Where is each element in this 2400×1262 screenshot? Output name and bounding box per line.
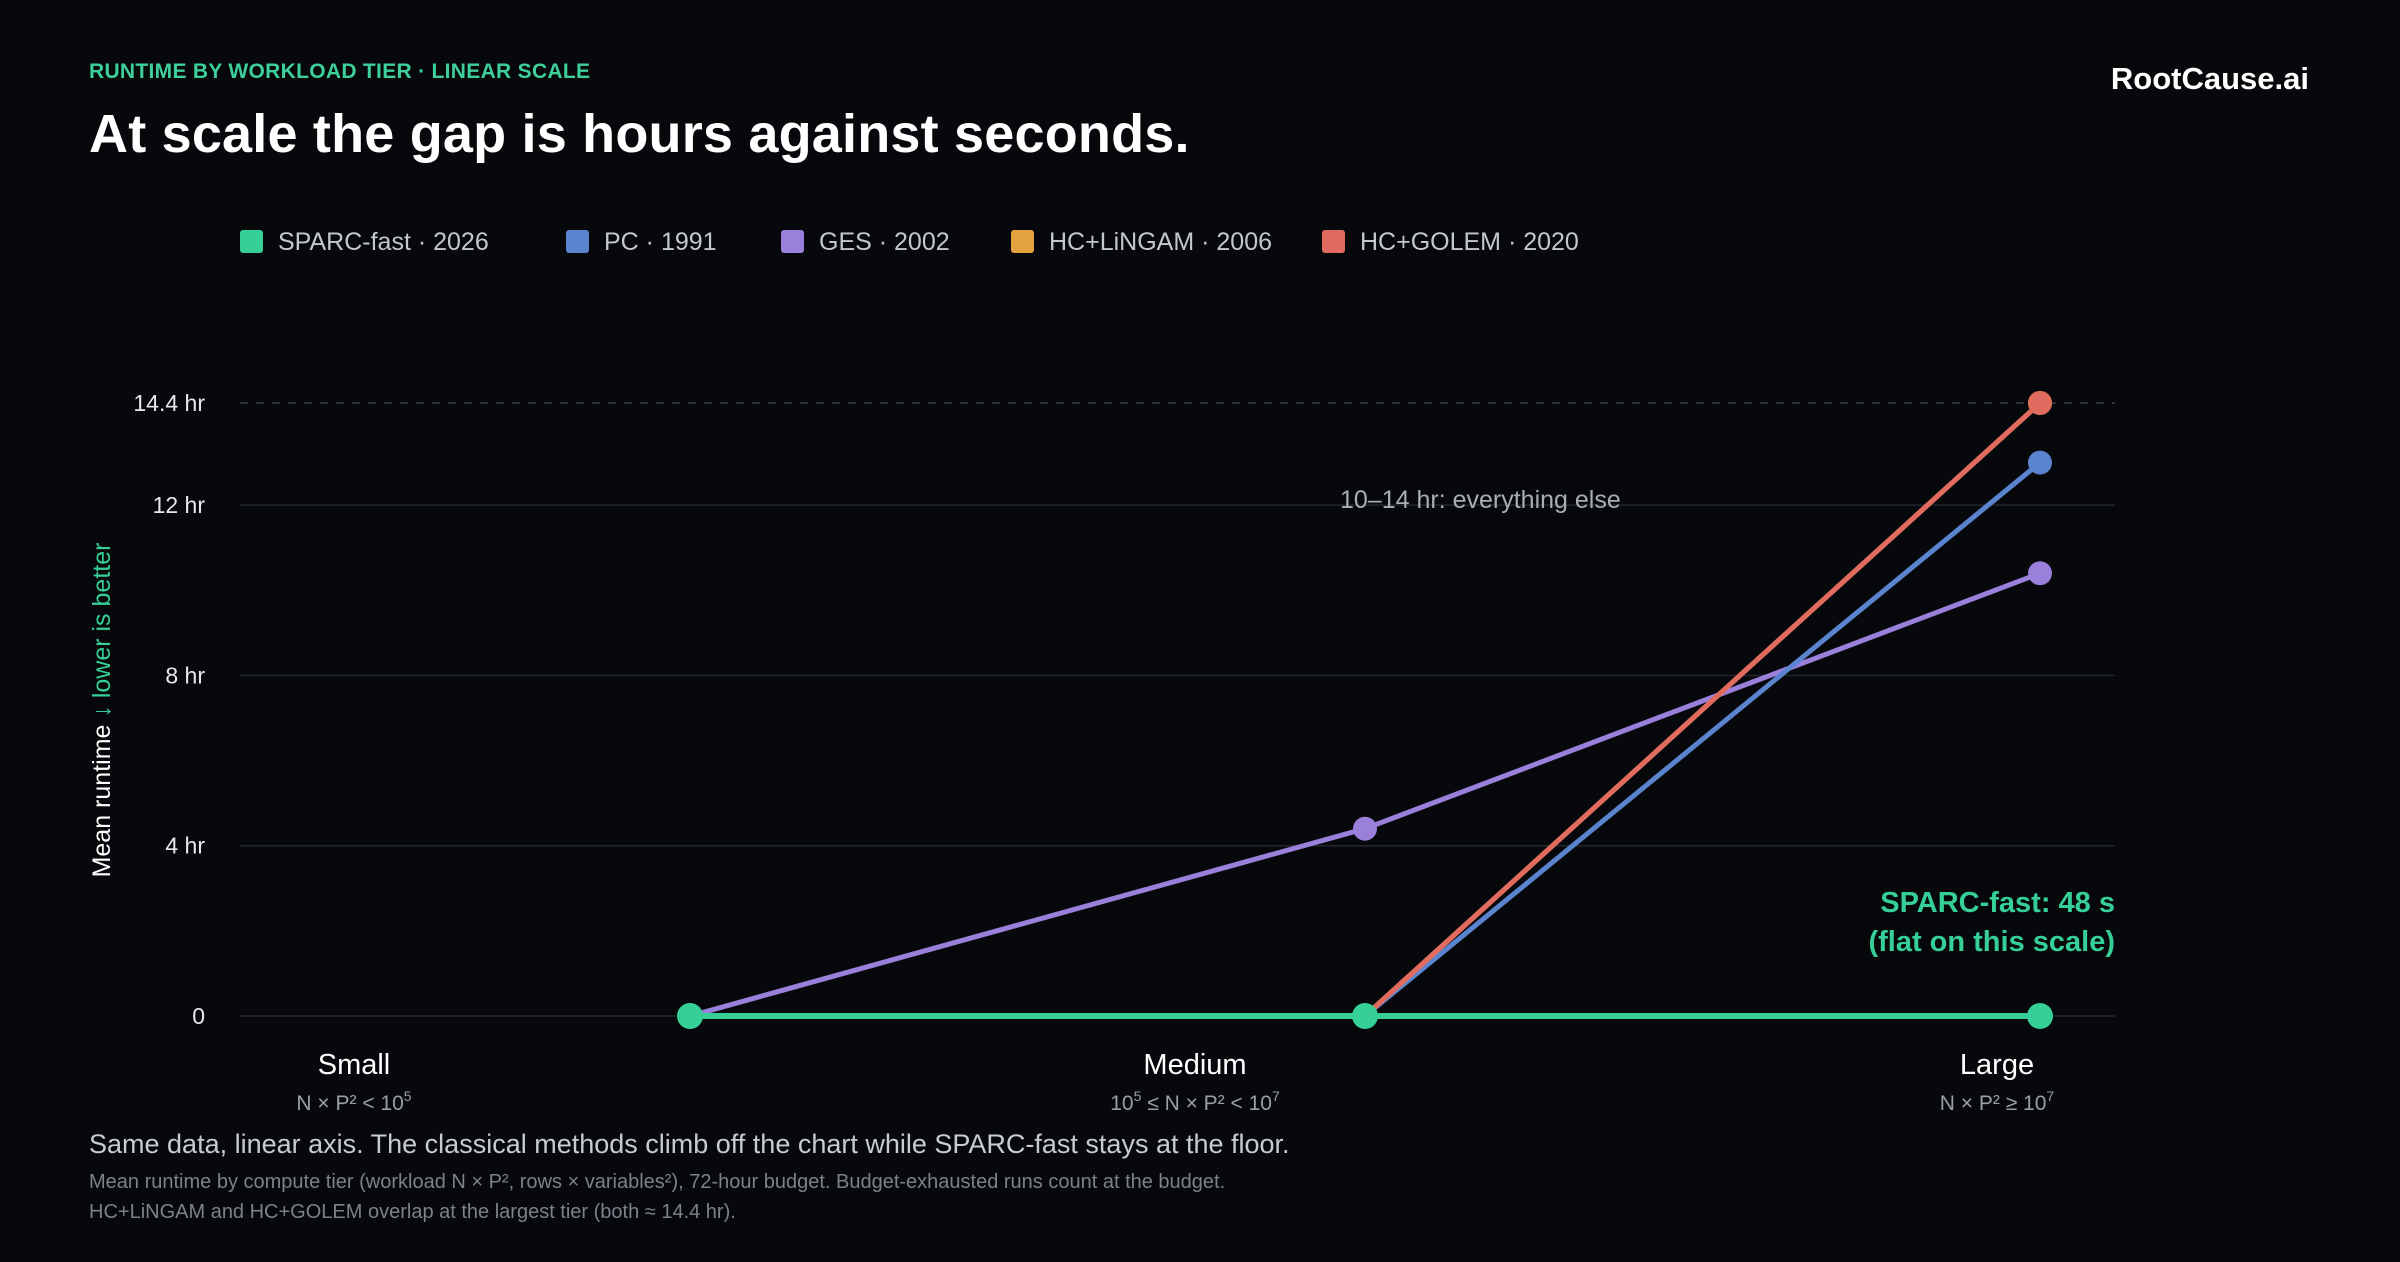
legend-label: HC+LiNGAM · 2006	[1049, 228, 1272, 256]
series-points	[677, 391, 2053, 1029]
chart-eyebrow: RUNTIME BY WORKLOAD TIER · LINEAR SCALE	[89, 60, 591, 83]
y-axis-title-main: Mean runtime	[88, 718, 116, 878]
y-axis-ticks: 0 4 hr 8 hr 12 hr 14.4 hr	[133, 390, 205, 1029]
x-tick: Small N × P² < 105	[296, 1049, 411, 1115]
y-axis-title: Mean runtime ↓ lower is better	[88, 543, 116, 878]
y-tick-label: 8 hr	[165, 662, 205, 688]
annotation-others: 10–14 hr: everything else	[1340, 486, 1621, 514]
x-tick-sublabel: N × P² < 105	[296, 1088, 411, 1115]
y-tick-label: 14.4 hr	[133, 390, 205, 416]
chart-grid	[240, 402, 2115, 1017]
chart-caption: Same data, linear axis. The classical me…	[89, 1129, 1290, 1159]
y-tick-label: 12 hr	[153, 492, 206, 518]
page-title: At scale the gap is hours against second…	[89, 104, 1190, 164]
legend-item: HC+GOLEM · 2020	[1322, 228, 1579, 256]
x-tick-sublabel: 105 ≤ N × P² < 107	[1110, 1088, 1280, 1115]
annotation-sparc: SPARC-fast: 48 s	[1880, 887, 2115, 919]
legend-label: SPARC-fast · 2026	[278, 228, 489, 256]
x-tick-label: Medium	[1143, 1049, 1246, 1081]
brand-logo: RootCause.ai	[2110, 61, 2309, 96]
y-tick-label: 0	[192, 1003, 205, 1029]
x-axis-ticks: Small N × P² < 105 Medium 105 ≤ N × P² < 10…	[296, 1049, 2054, 1115]
x-tick-label: Small	[318, 1049, 391, 1081]
legend-item: SPARC-fast · 2026	[240, 228, 489, 256]
chart-annotations: 10–14 hr: everything else SPARC-fast: 48 …	[1340, 486, 2115, 958]
data-point	[2027, 1003, 2053, 1029]
data-point	[677, 1003, 703, 1029]
legend-label: HC+GOLEM · 2020	[1360, 228, 1579, 256]
legend-swatch	[566, 230, 589, 253]
legend-label: GES · 2002	[819, 228, 950, 256]
x-tick-sublabel: N × P² ≥ 107	[1940, 1088, 2055, 1115]
chart-footnote-2: HC+LiNGAM and HC+GOLEM overlap at the la…	[89, 1201, 736, 1223]
legend-item: HC+LiNGAM · 2006	[1011, 228, 1272, 256]
annotation-sparc-sub: (flat on this scale)	[1868, 926, 2115, 958]
legend-swatch	[1322, 230, 1345, 253]
chart-legend: SPARC-fast · 2026 PC · 1991 GES · 2002 HC+L…	[240, 228, 1579, 256]
data-point	[2028, 561, 2052, 586]
y-axis-title-hint: ↓ lower is better	[88, 543, 116, 718]
series-line	[1362, 400, 2043, 1019]
legend-label: PC · 1991	[604, 228, 717, 256]
x-tick: Large N × P² ≥ 107	[1940, 1049, 2055, 1115]
legend-swatch	[240, 230, 263, 253]
legend-item: GES · 2002	[781, 228, 950, 256]
x-tick: Medium 105 ≤ N × P² < 107	[1110, 1049, 1280, 1115]
data-point	[1353, 816, 1377, 841]
chart-footnote-1: Mean runtime by compute tier (workload N…	[89, 1171, 1226, 1193]
data-point	[1352, 1003, 1378, 1029]
legend-swatch	[1011, 230, 1034, 253]
series-line	[1362, 460, 2043, 1019]
series-line	[687, 570, 2043, 1019]
y-tick-label: 4 hr	[165, 833, 205, 859]
x-tick-label: Large	[1960, 1049, 2034, 1081]
data-point	[2028, 391, 2052, 415]
data-point	[2028, 450, 2052, 475]
legend-item: PC · 1991	[566, 228, 717, 256]
y-axis-label: Mean runtime ↓ lower is better	[88, 543, 116, 878]
legend-swatch	[781, 230, 804, 253]
